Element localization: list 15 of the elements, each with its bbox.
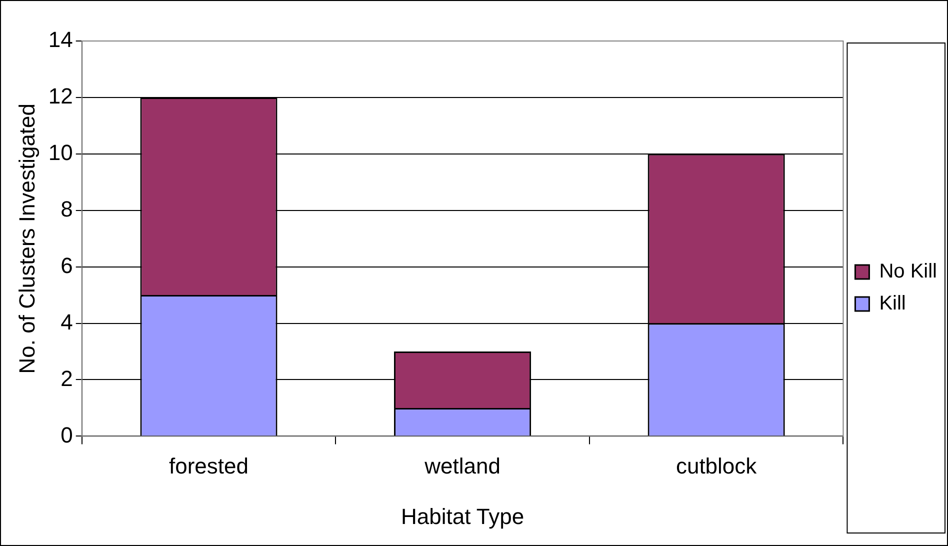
x-axis-title: Habitat Type (400, 504, 524, 529)
y-tick-label: 8 (60, 196, 73, 222)
x-tick-label: cutblock (676, 453, 758, 478)
y-axis-title: No. of Clusters Investigated (14, 103, 40, 374)
y-tick-label: 0 (60, 422, 73, 448)
y-tick-label: 4 (60, 309, 73, 334)
legend-label: No Kill (879, 260, 938, 283)
y-tick-label: 12 (48, 84, 73, 109)
legend-label: Kill (879, 292, 906, 315)
y-tick-label: 2 (60, 366, 73, 391)
y-tick-label: 6 (60, 252, 73, 278)
x-tick-label: wetland (424, 453, 500, 478)
x-tick-label: forested (169, 453, 249, 478)
y-tick-label: 10 (48, 140, 73, 165)
y-tick-label: 14 (48, 27, 73, 52)
